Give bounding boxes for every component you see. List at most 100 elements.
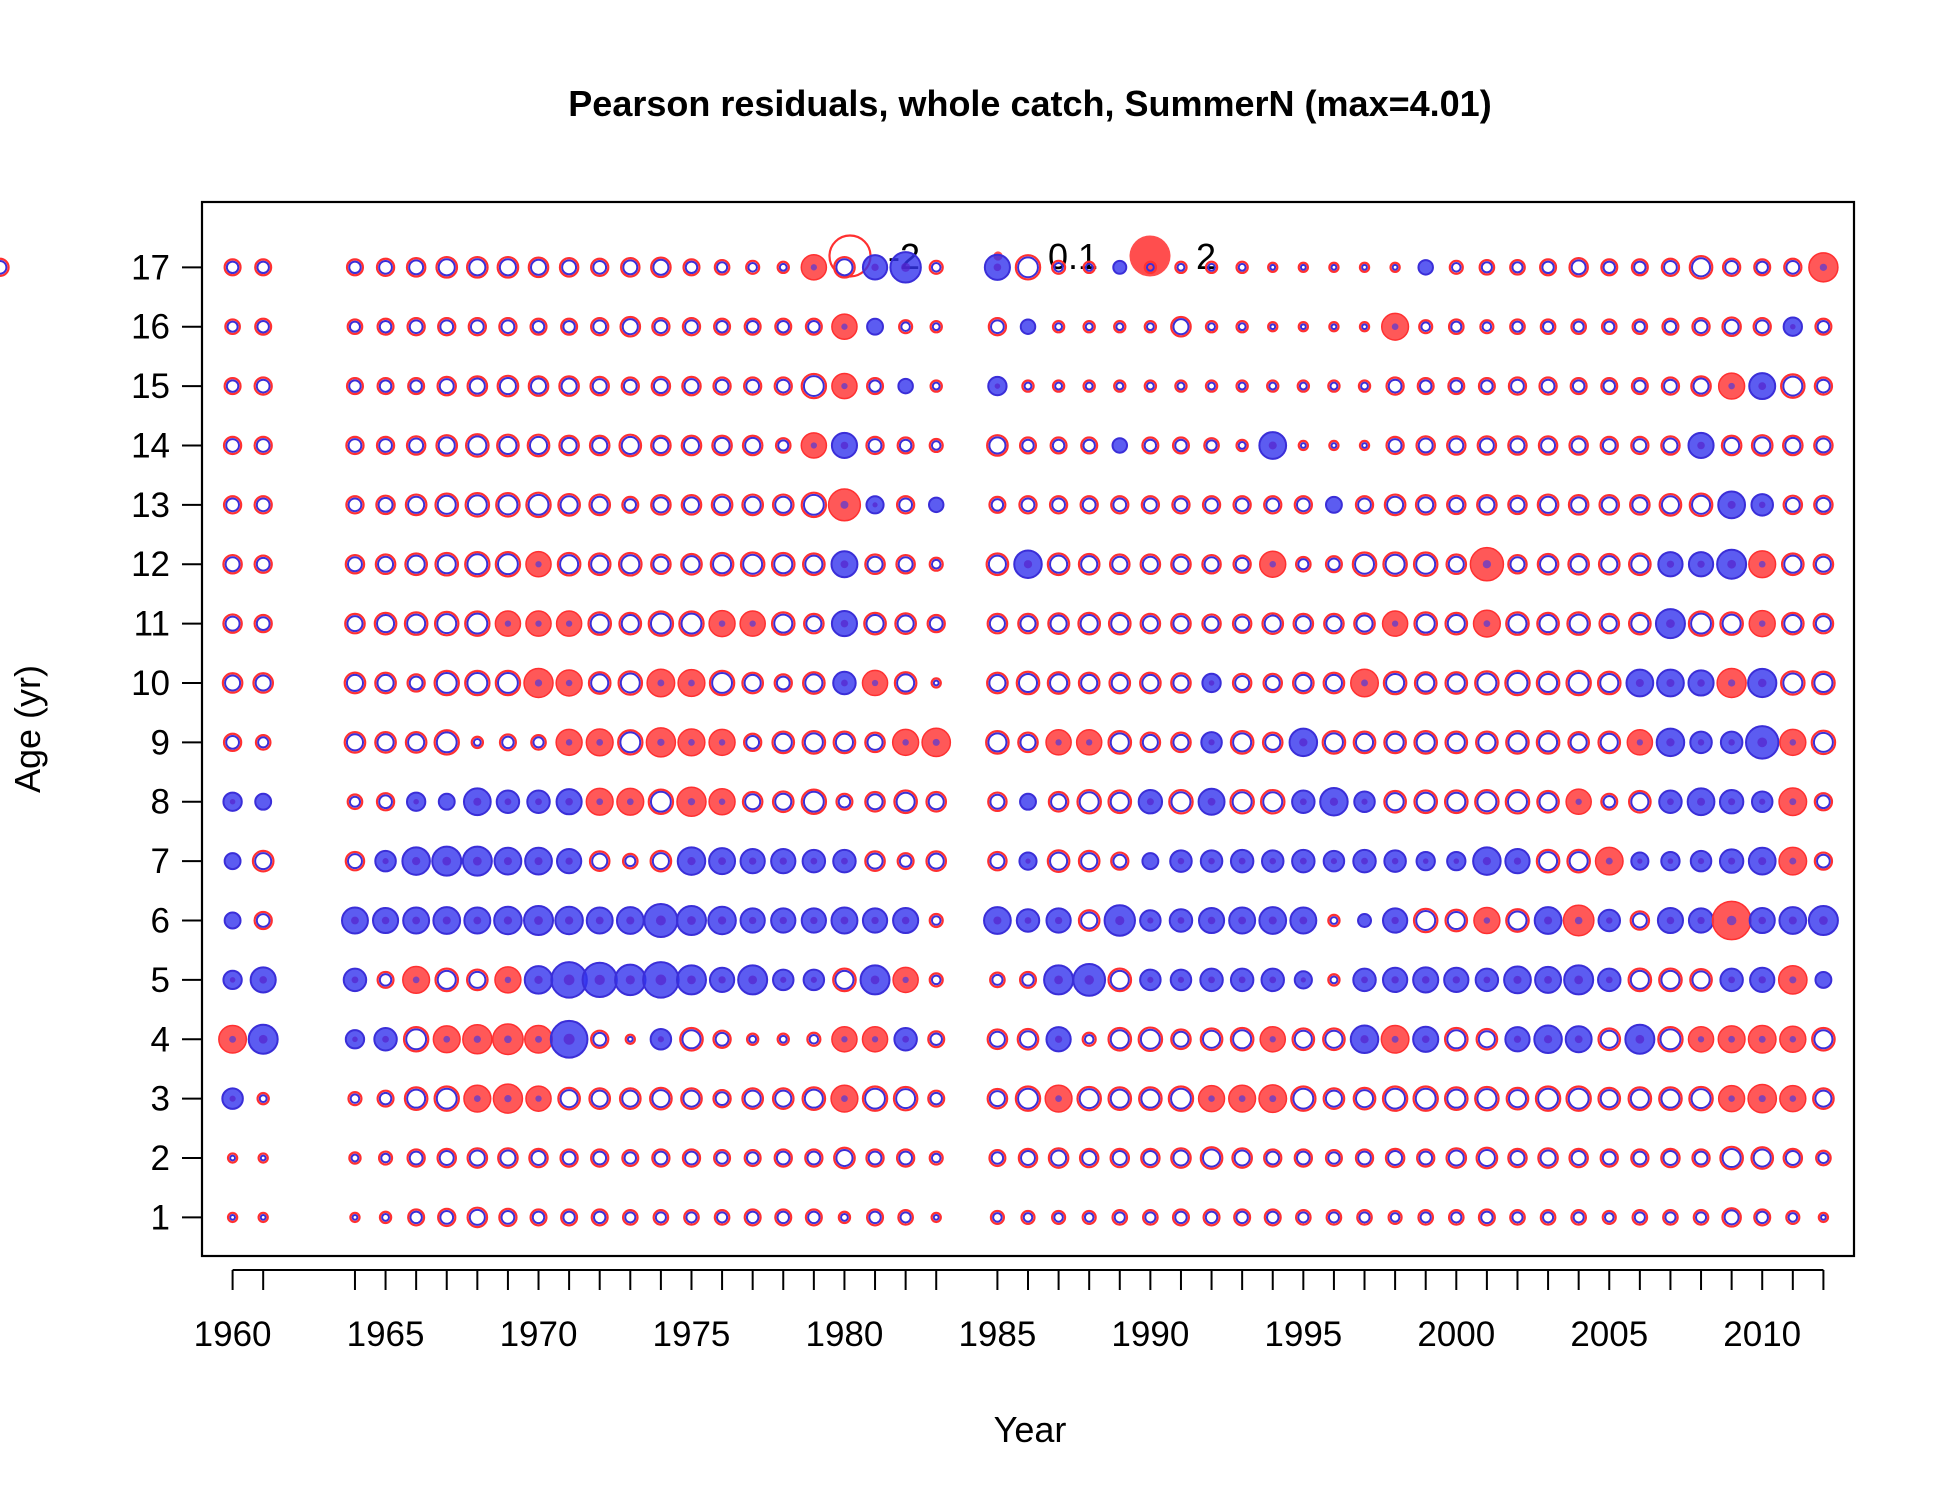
bubble-1980-age-16: [831, 313, 858, 341]
bubble-2006-age-5: [1627, 967, 1653, 993]
bubble-1976-age-4: [712, 1029, 732, 1049]
bubble-1982-age-16: [898, 319, 914, 335]
bubble-1974-age-15: [650, 375, 672, 397]
bubble-1968-age-7: [461, 845, 493, 877]
bubble-2001-age-3: [1474, 1085, 1500, 1112]
bubble-2008-age-12: [1687, 551, 1715, 578]
bubble-1995-age-17: [1297, 261, 1310, 274]
bubble-1996-age-8: [1319, 786, 1349, 817]
bubble-1978-age-8: [771, 790, 795, 814]
bubble-1990-age-17: [1143, 260, 1158, 275]
bubble-2008-age-16: [1691, 317, 1711, 337]
bubble-1983-age-15: [929, 379, 943, 393]
bubble-1970-age-1: [529, 1208, 548, 1227]
bubble-1977-age-4: [745, 1032, 760, 1046]
x-tick-label-1960: 1960: [194, 1315, 272, 1354]
bubble-1976-age-13: [710, 493, 734, 517]
bubble-1989-age-3: [1107, 1086, 1133, 1111]
bubble-1973-age-6: [615, 906, 645, 935]
bubble-1972-age-10: [587, 671, 612, 695]
bubble-1981-age-10: [861, 669, 889, 697]
bubble-1982-age-10: [893, 671, 918, 695]
bubble-1991-age-6: [1168, 908, 1194, 933]
bubble-1969-age-2: [497, 1147, 519, 1169]
bubble-1994-age-2: [1263, 1148, 1283, 1168]
bubble-1965-age-16: [376, 317, 395, 336]
bubble-2011-age-9: [1779, 728, 1807, 757]
bubble-1999-age-2: [1416, 1148, 1436, 1168]
bubble-1987-age-2: [1047, 1147, 1070, 1169]
bubble-1986-age-11: [1017, 612, 1039, 635]
bubble-1994-age-13: [1263, 495, 1283, 515]
bubble-1974-age-7: [649, 849, 673, 873]
bubble-1981-age-17: [861, 254, 889, 281]
bubble-1973-age-14: [618, 433, 643, 458]
y-tick-label-8: 8: [151, 783, 170, 822]
bubble-1974-age-5: [642, 961, 680, 999]
bubble-1975-age-16: [681, 317, 702, 337]
bubble-1996-age-17: [1328, 261, 1340, 274]
bubble-1975-age-5: [675, 964, 707, 996]
bubble-1961-age-17: [254, 258, 273, 277]
bubble-1964-age-14: [345, 435, 365, 456]
bubble-1972-age-1: [590, 1208, 609, 1227]
bubble-2001-age-15: [1477, 377, 1496, 396]
bubble-1961-age-3: [256, 1091, 270, 1106]
bubble-1997-age-7: [1352, 848, 1377, 874]
bubble-1990-age-12: [1139, 553, 1162, 576]
bubble-2003-age-9: [1535, 730, 1561, 755]
bubble-1989-age-4: [1107, 1026, 1133, 1052]
bubble-1983-age-10: [930, 677, 942, 689]
bubble-1967-age-8: [437, 792, 456, 811]
bubble-1960-age-3: [221, 1087, 244, 1110]
bubble-2002-age-7: [1504, 847, 1531, 875]
bubble-1978-age-6: [770, 907, 797, 934]
bubble-1960-age-14: [222, 435, 243, 456]
bubble-1969-age-9: [498, 733, 517, 752]
bubble-1979-age-5: [802, 968, 826, 992]
bubble-2009-age-1: [1721, 1207, 1742, 1228]
bubble-1978-age-7: [770, 847, 797, 875]
bubble-1990-age-15: [1143, 379, 1158, 393]
bubble-1979-age-6: [800, 907, 827, 934]
bubble-1987-age-11: [1047, 612, 1070, 635]
bubble-1983-age-5: [928, 972, 944, 988]
bubble-1987-age-3: [1044, 1084, 1073, 1113]
bubble-2009-age-15: [1717, 372, 1746, 400]
bubble-1961-age-4: [247, 1023, 279, 1055]
x-tick-label-1965: 1965: [347, 1315, 425, 1354]
bubble-2007-age-6: [1656, 906, 1685, 935]
bubble-1968-age-9: [470, 735, 485, 750]
bubble-1966-age-1: [407, 1208, 426, 1227]
bubble-1986-age-8: [1019, 792, 1037, 811]
bubble-1968-age-13: [464, 492, 491, 518]
bubble-1971-age-4: [549, 1019, 589, 1059]
bubble-1987-age-8: [1047, 790, 1070, 813]
bubble-1996-age-3: [1322, 1087, 1346, 1110]
bubble-1999-age-3: [1412, 1085, 1439, 1112]
bubble-2000-age-10: [1444, 671, 1469, 695]
bubble-1974-age-8: [647, 788, 675, 815]
bubble-1987-age-7: [1046, 849, 1071, 873]
bubble-1997-age-16: [1358, 321, 1371, 333]
bubble-2011-age-7: [1778, 846, 1808, 876]
bubble-1992-age-5: [1199, 967, 1224, 993]
bubble-1989-age-5: [1107, 967, 1133, 993]
bubble-1982-age-9: [891, 728, 920, 757]
bubble-1972-age-8: [585, 787, 614, 816]
bubble-1961-age-15: [253, 376, 273, 396]
bubble-1996-age-9: [1321, 730, 1347, 755]
bubble-2007-age-16: [1661, 317, 1680, 336]
bubble-2012-age-9: [1810, 729, 1837, 756]
bubble-1995-age-4: [1291, 1027, 1316, 1052]
bubble-1995-age-14: [1297, 439, 1310, 452]
bubble-1987-age-15: [1051, 379, 1066, 393]
bubble-2012-age-16: [1814, 317, 1833, 336]
bubble-1990-age-6: [1139, 909, 1162, 932]
bubble-1998-age-3: [1381, 1085, 1409, 1112]
bubble-1981-age-7: [864, 850, 886, 872]
bubble-1992-age-16: [1204, 319, 1219, 334]
bubble-1968-age-10: [464, 669, 491, 697]
bubble-1982-age-4: [893, 1027, 918, 1052]
bubble-2004-age-3: [1565, 1085, 1592, 1112]
